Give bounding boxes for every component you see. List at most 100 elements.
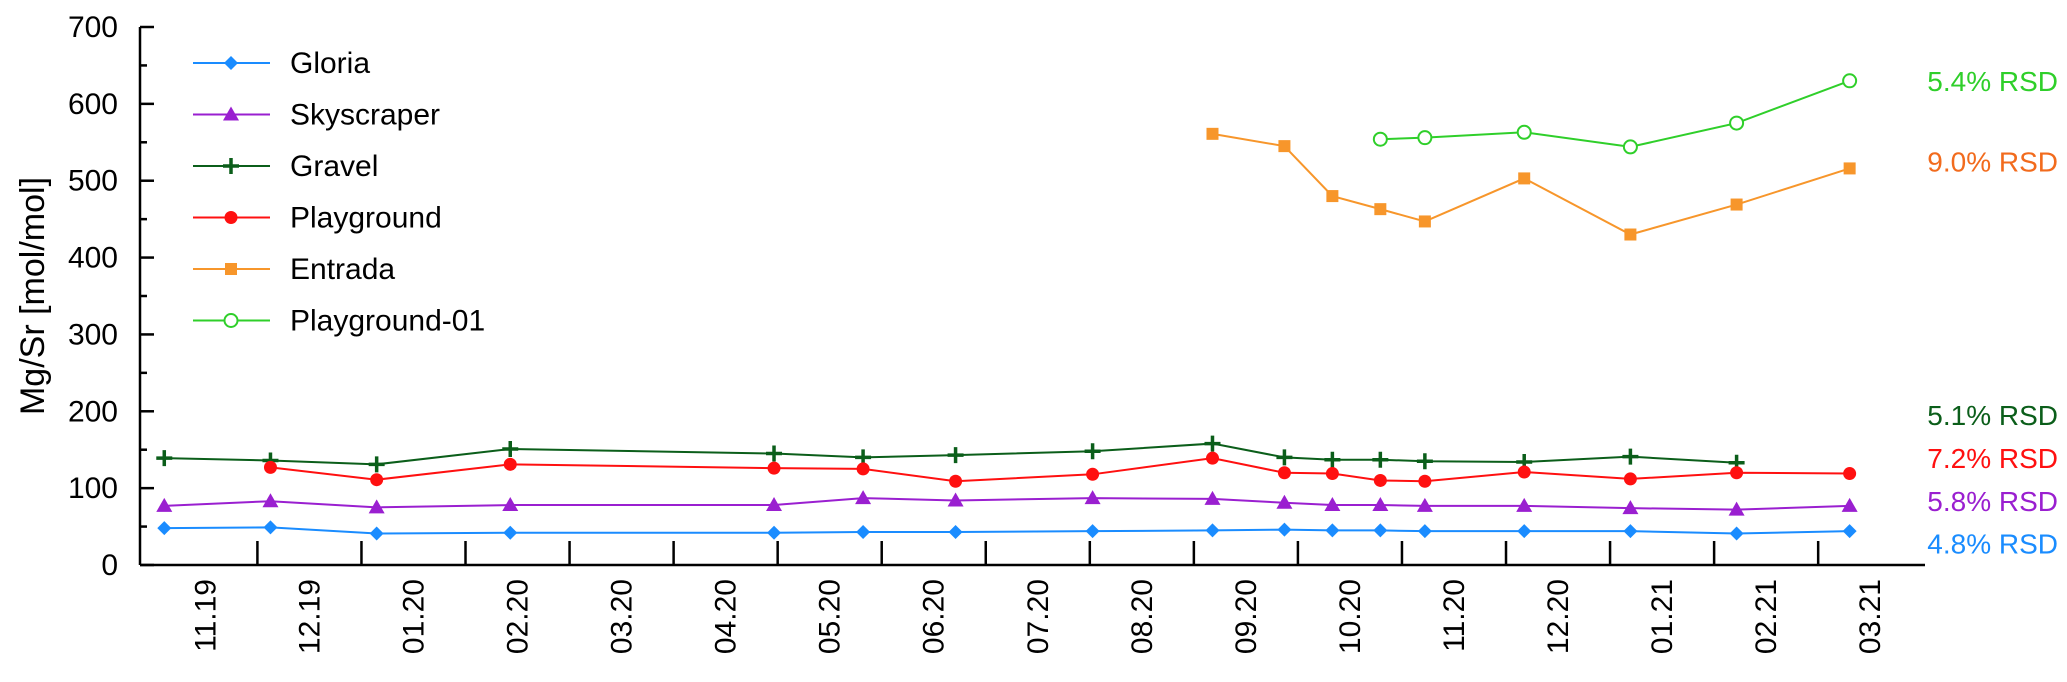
x-tick-label: 09.20: [1230, 579, 1263, 654]
data-point-gloria: [948, 524, 963, 539]
data-point-entrada: [1518, 172, 1531, 185]
data-point-playground: [1086, 467, 1100, 481]
series-line-entrada: [1212, 132, 1850, 236]
data-point-skyscraper: [1516, 497, 1533, 512]
data-point-gloria: [369, 526, 384, 541]
x-tick-label: 02.21: [1750, 579, 1783, 654]
legend-item-playground-01: Playground-01: [193, 305, 485, 338]
data-point-gloria: [1842, 524, 1857, 539]
x-tick-label: 01.21: [1646, 579, 1679, 654]
y-tick-label: 0: [101, 549, 118, 582]
x-tick-label: 03.21: [1854, 579, 1887, 654]
series-line-skyscraper: [164, 497, 1850, 511]
series-gravel: [156, 435, 1745, 473]
data-point-gloria: [157, 521, 172, 536]
rsd-label: 5.1% RSD: [1927, 400, 2058, 431]
data-point-gloria: [1325, 523, 1340, 538]
data-point-entrada: [1843, 162, 1856, 175]
data-point-gravel: [502, 440, 519, 457]
data-point-skyscraper: [262, 493, 279, 508]
data-point-skyscraper: [1372, 497, 1389, 512]
rsd-annotations: 5.4% RSD 9.0% RSD 5.1% RSD 7.2% RSD 5.8% RSD…: [1927, 66, 2058, 560]
x-tick-label: 11.20: [1438, 579, 1471, 652]
x-tick-label: 01.20: [397, 579, 430, 654]
legend-item-skyscraper: Skyscraper: [193, 99, 440, 132]
series-playground: [263, 451, 1857, 488]
y-tick-label: 400: [68, 242, 118, 275]
x-tick-label: 07.20: [1022, 579, 1055, 654]
data-point-gravel: [766, 445, 783, 462]
data-point-skyscraper: [502, 497, 519, 512]
legend-label: Gloria: [290, 47, 370, 80]
data-point-playground-01: [1516, 124, 1532, 140]
y-axis-label: Mg/Sr [mol/mol]: [14, 177, 52, 415]
series-layer: [156, 73, 1858, 541]
series-skyscraper: [156, 490, 1858, 516]
y-tick-label: 500: [68, 165, 118, 198]
data-point-playground: [1623, 472, 1637, 486]
legend-label: Playground: [290, 202, 442, 235]
data-point-skyscraper: [156, 497, 173, 512]
x-tick-label: 11.19: [189, 579, 222, 652]
data-point-playground: [1205, 451, 1219, 465]
data-point-playground: [1325, 467, 1339, 481]
data-point-gloria: [767, 525, 782, 540]
series-gloria: [157, 520, 1857, 541]
data-point-gloria: [503, 525, 518, 540]
data-point-entrada: [1326, 190, 1339, 203]
data-point-gravel: [1372, 451, 1389, 468]
data-point-playground: [263, 460, 277, 474]
data-point-gloria: [1623, 524, 1638, 539]
rsd-label: 7.2% RSD: [1927, 443, 2058, 474]
data-point-skyscraper: [947, 492, 964, 507]
legend-marker: [223, 313, 239, 328]
data-point-gloria: [856, 524, 871, 539]
data-point-skyscraper: [1204, 490, 1221, 505]
x-tick-label: 04.20: [710, 579, 743, 654]
legend-label: Playground-01: [290, 305, 485, 338]
data-point-gloria: [263, 520, 278, 535]
y-tick-label: 200: [68, 395, 118, 428]
rsd-label: 4.8% RSD: [1927, 528, 2058, 559]
data-point-skyscraper: [368, 499, 385, 514]
data-point-gloria: [1373, 523, 1388, 538]
data-point-skyscraper: [1622, 500, 1639, 515]
legend-marker: [224, 56, 238, 70]
x-tick-label: 12.19: [293, 579, 326, 654]
y-tick-label: 700: [68, 11, 118, 44]
data-point-skyscraper: [1276, 494, 1293, 509]
legend: Gloria Skyscraper Gravel Playground Entrada P…: [193, 47, 485, 338]
data-point-gravel: [1084, 443, 1101, 460]
rsd-label: 5.4% RSD: [1927, 66, 2058, 97]
data-point-playground: [1373, 473, 1387, 487]
series-line-playground-01: [1380, 79, 1850, 148]
data-point-skyscraper: [855, 490, 872, 505]
data-point-playground: [1277, 466, 1291, 480]
axes: 0 100 200 300 400 500 600 700 11.19 12.19 01.20 02.…: [68, 11, 1925, 654]
legend-marker: [224, 211, 238, 224]
x-tick-label: 05.20: [814, 579, 847, 654]
data-point-skyscraper: [766, 497, 783, 512]
data-point-gravel: [1416, 453, 1433, 470]
data-point-playground: [1730, 466, 1744, 480]
x-tick-label: 03.20: [606, 579, 639, 654]
data-point-gravel: [156, 450, 173, 467]
series-line-playground: [270, 457, 1850, 483]
y-tick-label: 100: [68, 472, 118, 505]
data-point-gravel: [1324, 451, 1341, 468]
data-point-gloria: [1277, 522, 1292, 537]
y-tick-label: 600: [68, 88, 118, 121]
data-point-entrada: [1206, 127, 1219, 140]
data-point-gravel: [368, 456, 385, 473]
x-tick-label: 10.20: [1334, 579, 1367, 654]
legend-item-playground: Playground: [193, 202, 442, 235]
data-point-skyscraper: [1416, 497, 1433, 512]
data-point-skyscraper: [1728, 501, 1745, 516]
data-point-playground-01: [1729, 115, 1745, 131]
legend-marker: [225, 263, 237, 275]
data-point-entrada: [1418, 215, 1431, 228]
x-tick-label: 06.20: [918, 579, 951, 654]
series-line-gloria: [164, 526, 1850, 535]
